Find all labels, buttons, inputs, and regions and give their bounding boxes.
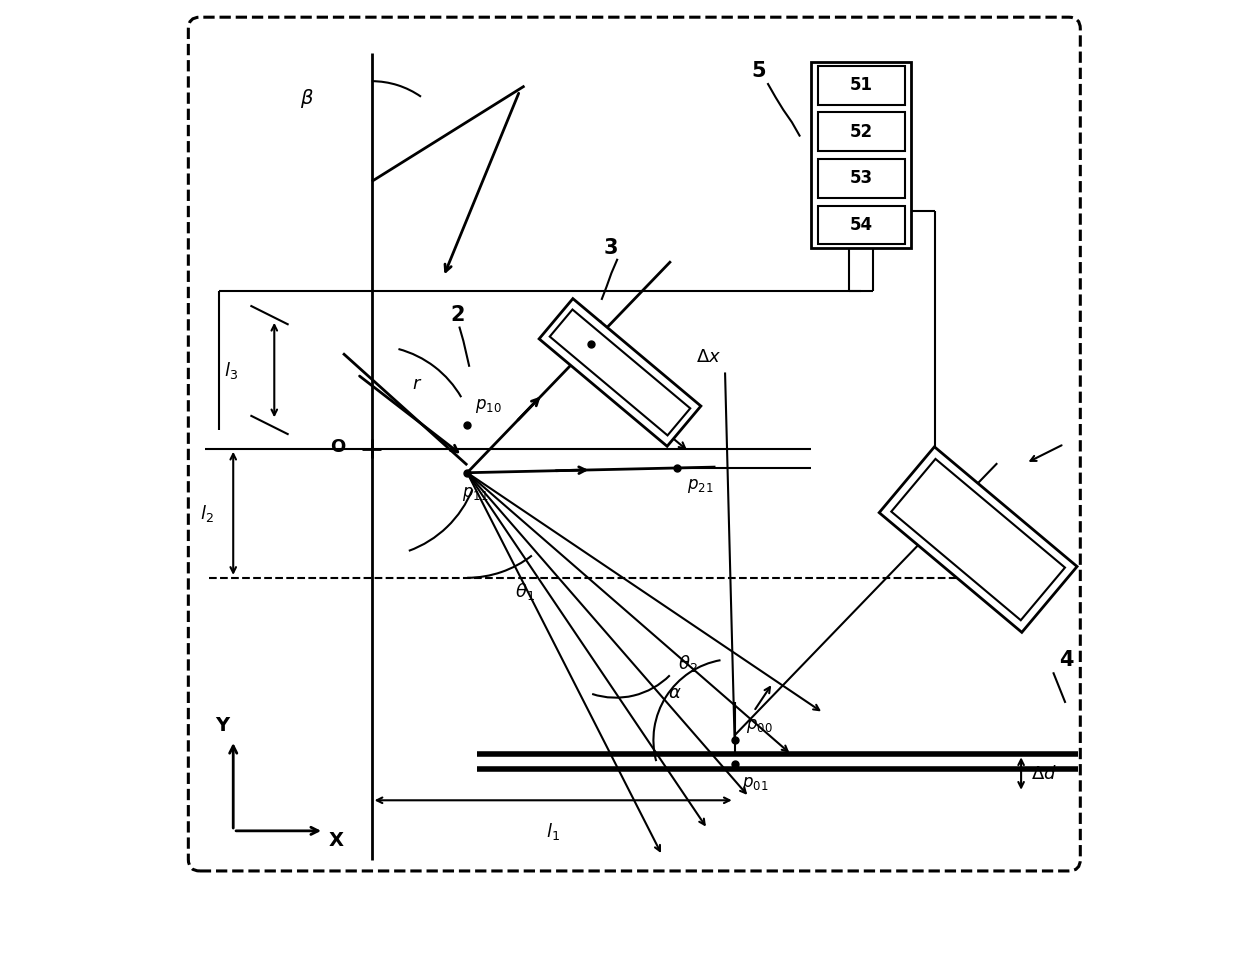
Bar [817,205,905,244]
Text: 3: 3 [603,238,618,258]
Text: $\theta_2$: $\theta_2$ [678,653,698,674]
Bar [879,447,1078,632]
Text: $p_{10}$: $p_{10}$ [475,397,501,415]
Bar [817,159,905,198]
Bar [549,309,691,435]
Text: $p_{00}$: $p_{00}$ [746,717,773,735]
Text: $\alpha$: $\alpha$ [668,684,681,702]
Text: 51: 51 [849,76,873,95]
Text: $l_1$: $l_1$ [546,821,560,842]
Text: $l_2$: $l_2$ [200,503,213,523]
Text: Y: Y [215,716,229,735]
Text: 52: 52 [849,123,873,141]
Text: $l_3$: $l_3$ [224,360,238,380]
Text: O: O [330,438,345,456]
Text: $p_{20}$: $p_{20}$ [577,314,604,332]
Text: 5: 5 [751,61,766,81]
Text: $p_{01}$: $p_{01}$ [743,775,769,793]
Text: X: X [329,831,343,850]
Text: $\theta_1$: $\theta_1$ [515,581,534,602]
Text: 4: 4 [1059,650,1074,670]
Bar [892,459,1065,620]
Bar [817,113,905,151]
Text: $p_{21}$: $p_{21}$ [687,477,713,495]
Text: $\Delta d$: $\Delta d$ [1030,765,1056,782]
Text: 2: 2 [450,305,465,325]
Text: 53: 53 [849,169,873,187]
Text: $\beta$: $\beta$ [300,87,314,110]
Bar [817,66,905,105]
Bar [539,299,701,446]
Text: 54: 54 [849,216,873,234]
Text: $p_{11}$: $p_{11}$ [463,485,489,503]
Text: $r$: $r$ [412,375,422,393]
Bar [811,62,911,248]
Text: $\Delta x$: $\Delta x$ [697,348,722,366]
Text: 1: 1 [1025,592,1040,611]
